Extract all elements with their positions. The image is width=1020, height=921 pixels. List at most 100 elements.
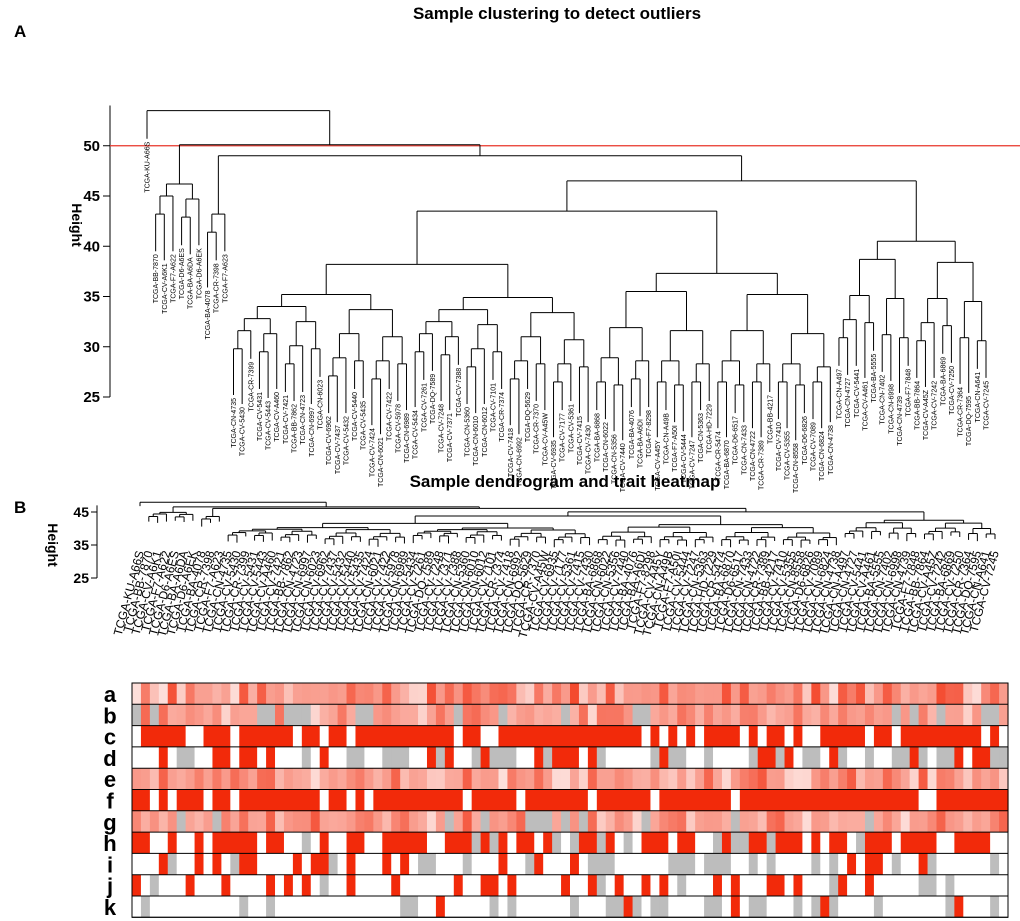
- heatmap-cell: [757, 874, 768, 896]
- heatmap-cell: [212, 704, 222, 726]
- heatmap-cell: [498, 725, 509, 747]
- heatmap-cell: [435, 704, 446, 726]
- heatmap-cell: [319, 874, 330, 896]
- heatmap-cell: [668, 768, 678, 790]
- heatmap-cell: [614, 874, 625, 896]
- heatmap-cell: [364, 704, 374, 726]
- leaf-label: TCGA-CV-7424: [369, 428, 376, 477]
- heatmap-cell: [623, 874, 634, 896]
- heatmap-cell: [426, 746, 437, 769]
- heatmap-cell: [802, 704, 812, 726]
- heatmap-cell: [578, 832, 589, 854]
- heatmap-cell: [650, 704, 660, 726]
- heatmap-cell: [677, 789, 687, 811]
- heatmap-cell: [337, 746, 348, 769]
- heatmap-cell: [936, 832, 947, 854]
- heatmap-cell: [990, 789, 1000, 811]
- heatmap-cell: [856, 746, 866, 769]
- heatmap-cell: [266, 832, 276, 854]
- heatmap-cell: [418, 725, 428, 747]
- heatmap-cell: [775, 874, 786, 896]
- heatmap-cell: [963, 683, 973, 705]
- heatmap-cell: [784, 896, 795, 918]
- heatmap-cell: [426, 810, 437, 833]
- heatmap-cell: [418, 746, 428, 769]
- heatmap-cell: [927, 746, 938, 769]
- heatmap-cell: [891, 832, 902, 854]
- heatmap-cell: [739, 768, 750, 790]
- heatmap-cell: [498, 746, 509, 769]
- y-tick-label: 50: [83, 138, 100, 155]
- heatmap-cell: [248, 683, 258, 705]
- heatmap-cell: [829, 725, 839, 747]
- heatmap-cell: [668, 683, 678, 705]
- heatmap-cell: [704, 853, 714, 875]
- heatmap-cell: [158, 746, 169, 769]
- heatmap-cell: [864, 896, 875, 918]
- heatmap-cell: [498, 704, 509, 726]
- heatmap-cell: [453, 704, 464, 726]
- heatmap-cell: [275, 810, 285, 833]
- heatmap-cell: [203, 810, 214, 833]
- heatmap-cell: [802, 768, 812, 790]
- leaf-label: TCGA-CN-6010: [473, 416, 480, 466]
- heatmap-cell: [766, 874, 777, 896]
- heatmap-frame: [131, 682, 1009, 918]
- heatmap-cell: [176, 768, 187, 790]
- heatmap-cell: [310, 725, 321, 747]
- heatmap-cell: [713, 874, 723, 896]
- heatmap-cell: [337, 810, 348, 833]
- heatmap-cell: [400, 810, 410, 833]
- heatmap-cell: [748, 704, 759, 726]
- heatmap-cell: [918, 725, 929, 747]
- heatmap-cell: [990, 725, 1000, 747]
- heatmap-cell: [775, 810, 786, 833]
- heatmap-cell: [766, 746, 777, 769]
- heatmap-cell: [945, 832, 955, 854]
- panel-b-letter: B: [14, 498, 26, 517]
- heatmap-cell: [739, 853, 750, 875]
- leaf-label: TCGA-CV-7418: [508, 428, 515, 477]
- heatmap-cell: [310, 810, 321, 833]
- heatmap-cell: [587, 683, 598, 705]
- heatmap-cell: [713, 725, 723, 747]
- leaf-label: TCGA-CN-4735: [231, 398, 238, 448]
- heatmap-cell: [668, 704, 678, 726]
- heatmap-cell: [453, 683, 464, 705]
- heatmap-cell: [516, 704, 526, 726]
- heatmap-cell: [266, 789, 276, 811]
- heatmap-cell: [704, 832, 714, 854]
- heatmap-cell: [534, 683, 544, 705]
- heatmap-cell: [730, 896, 741, 918]
- heatmap-cell: [981, 810, 991, 833]
- heatmap-cell: [882, 896, 893, 918]
- heatmap-cell: [462, 853, 473, 875]
- heatmap-cell: [292, 704, 303, 726]
- y-tick-label: 35: [83, 289, 100, 306]
- heatmap-cell: [310, 853, 321, 875]
- heatmap-cell: [248, 896, 258, 918]
- heatmap-cell: [847, 810, 857, 833]
- heatmap-cell: [552, 746, 562, 769]
- heatmap-cell: [927, 874, 938, 896]
- heatmap-cell: [811, 704, 821, 726]
- heatmap-cell: [426, 683, 437, 705]
- heatmap-cell: [739, 746, 750, 769]
- leaf-label: TCGA-BA-6869: [940, 357, 947, 406]
- heatmap-cell: [686, 853, 696, 875]
- heatmap-cell: [561, 789, 571, 811]
- heatmap-cell: [990, 832, 1000, 854]
- heatmap-cell: [426, 789, 437, 811]
- heatmap-cell: [543, 789, 553, 811]
- heatmap-cell: [864, 853, 875, 875]
- heatmap-cell: [963, 725, 973, 747]
- heatmap-cell: [400, 789, 410, 811]
- heatmap-cell: [990, 874, 1000, 896]
- heatmap-cell: [587, 832, 598, 854]
- heatmap-cell: [659, 832, 669, 854]
- leaf-label: TCGA-CR-7370: [534, 404, 541, 454]
- heatmap-cell: [525, 746, 535, 769]
- heatmap-cell: [900, 683, 911, 705]
- heatmap-cell: [275, 874, 285, 896]
- heatmap-cell: [820, 683, 830, 705]
